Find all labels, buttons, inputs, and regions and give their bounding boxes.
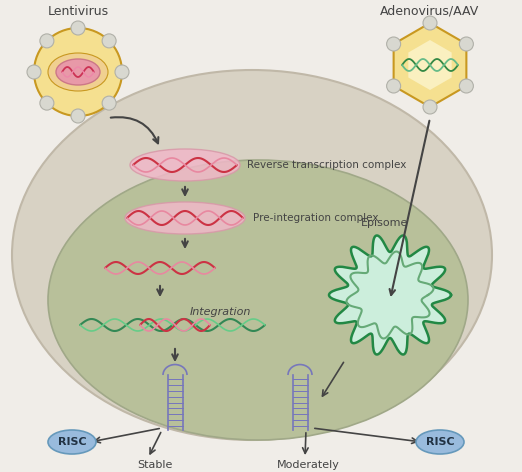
Polygon shape [408,40,452,90]
Text: RISC: RISC [425,437,454,447]
Polygon shape [329,236,451,354]
Ellipse shape [48,53,108,91]
Text: Moderately
stable expression: Moderately stable expression [259,460,357,472]
Ellipse shape [56,59,100,85]
Circle shape [423,16,437,30]
Ellipse shape [416,430,464,454]
Circle shape [71,109,85,123]
Circle shape [27,65,41,79]
Circle shape [40,34,54,48]
Ellipse shape [130,149,240,181]
Circle shape [71,21,85,35]
Circle shape [459,79,473,93]
Circle shape [115,65,129,79]
Ellipse shape [48,160,468,440]
Text: Episome: Episome [361,218,409,228]
Text: Reverse transcription complex: Reverse transcription complex [247,160,406,170]
Circle shape [459,37,473,51]
Circle shape [102,96,116,110]
Ellipse shape [12,70,492,440]
Text: Pre-integration complex: Pre-integration complex [253,213,378,223]
Text: Lentivirus: Lentivirus [48,5,109,18]
Polygon shape [394,23,466,107]
Circle shape [387,79,400,93]
Ellipse shape [125,202,245,234]
Circle shape [387,37,400,51]
Circle shape [102,34,116,48]
Circle shape [40,96,54,110]
Text: Stable
expression: Stable expression [125,460,185,472]
Circle shape [423,100,437,114]
Text: Adenovirus/AAV: Adenovirus/AAV [381,5,480,18]
Text: Integration: Integration [189,307,251,317]
Text: RISC: RISC [58,437,86,447]
Circle shape [34,28,122,116]
FancyArrowPatch shape [111,117,158,143]
Ellipse shape [48,430,96,454]
